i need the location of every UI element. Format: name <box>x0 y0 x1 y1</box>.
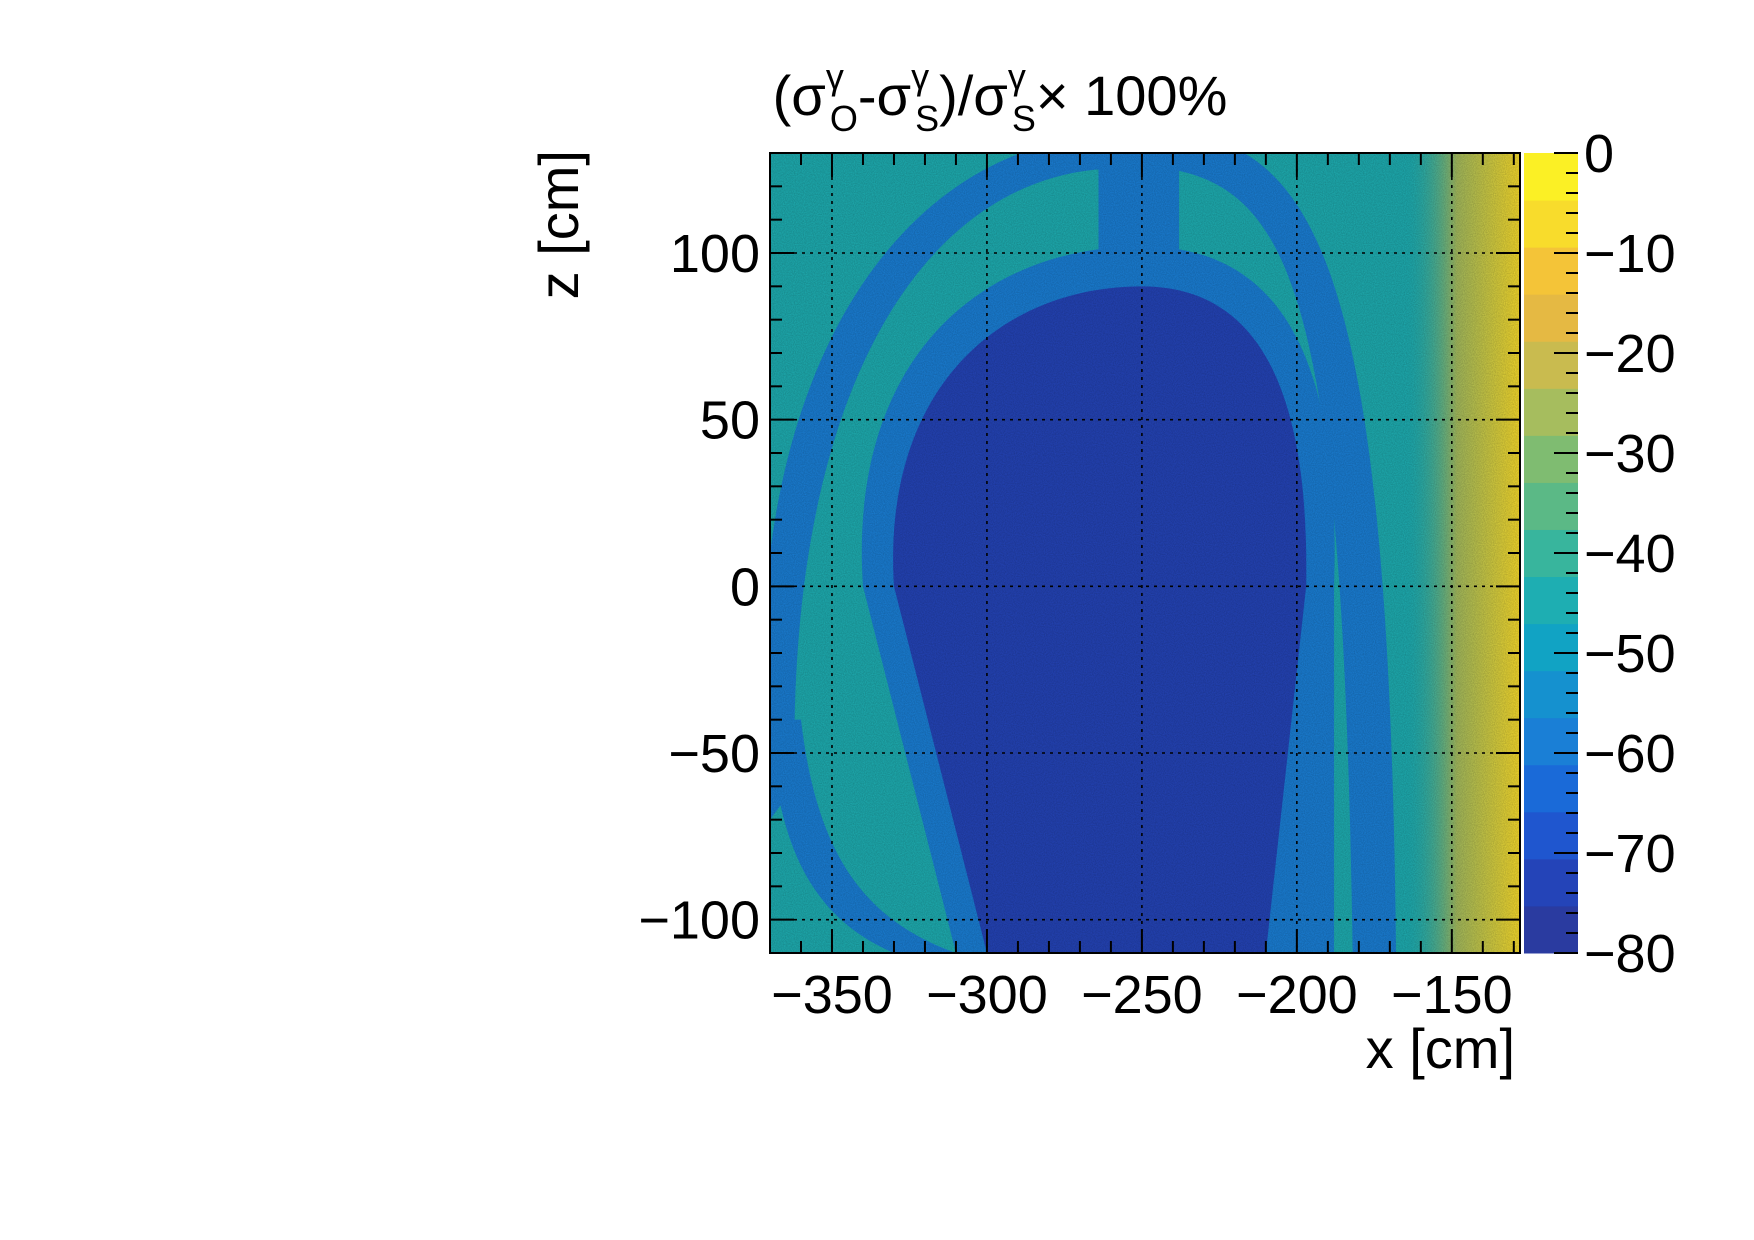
color-bar-axis: 0 −10 −20 −30 −40 −50 −60 −70 −80 <box>1554 124 1676 984</box>
y-tick-label: 50 <box>700 391 760 451</box>
x-tick-label: −250 <box>1081 965 1203 1025</box>
z-tick-label: −30 <box>1584 424 1676 484</box>
title-sup1: γ <box>826 56 844 97</box>
colorbar-swatch <box>1524 717 1578 766</box>
colorbar-swatch <box>1524 623 1578 672</box>
z-tick-label: −80 <box>1584 924 1676 984</box>
title-slash: )/σ <box>939 64 1008 127</box>
x-tick-label: −150 <box>1391 965 1513 1025</box>
z-tick-label: −10 <box>1584 224 1676 284</box>
x-tick-label: −350 <box>771 965 893 1025</box>
y-axis-label: z [cm] <box>527 150 590 299</box>
heatmap-area <box>770 153 1520 953</box>
title-sub1: O <box>830 98 858 139</box>
y-tick-label: 100 <box>670 224 760 284</box>
title-tail: × 100% <box>1036 64 1228 127</box>
axes: −350 −300 −250 −200 −150 −100 −50 0 50 100 <box>638 152 1520 1025</box>
colorbar-swatch <box>1524 670 1578 719</box>
colorbar-swatch <box>1524 482 1578 530</box>
title-sub3: S <box>1012 98 1036 139</box>
title-sub2: S <box>915 98 939 139</box>
colorbar-swatch <box>1524 858 1578 907</box>
z-tick-label: −20 <box>1584 324 1676 384</box>
title-sup2: γ <box>911 56 929 97</box>
colorbar-swatch <box>1524 200 1578 248</box>
noise-texture <box>770 153 1520 953</box>
z-tick-label: 0 <box>1584 124 1614 184</box>
x-tick-label: −300 <box>926 965 1048 1025</box>
colorbar-swatch <box>1524 247 1578 295</box>
title-sup3: γ <box>1008 56 1026 97</box>
y-tick-label: 0 <box>730 557 760 617</box>
colorbar-swatch <box>1524 341 1578 389</box>
color-bar <box>1524 153 1578 954</box>
grid-lines <box>770 153 1520 953</box>
colorbar-swatch <box>1524 811 1578 860</box>
x-tick-label: −200 <box>1236 965 1358 1025</box>
chart-title: (σγ O-σγ S)/σγ S× 100% <box>773 56 1228 139</box>
colorbar-swatch <box>1524 576 1578 625</box>
x-axis-label: x [cm] <box>1366 1017 1515 1080</box>
title-open: (σ <box>773 64 826 127</box>
z-tick-label: −40 <box>1584 524 1676 584</box>
colorbar-swatch <box>1524 435 1578 483</box>
y-tick-label: −50 <box>668 724 760 784</box>
y-tick-label: −100 <box>638 891 760 951</box>
z-tick-label: −70 <box>1584 824 1676 884</box>
title-mid: -σ <box>858 64 911 127</box>
colorbar-swatch <box>1524 294 1578 342</box>
z-tick-label: −50 <box>1584 624 1676 684</box>
z-tick-label: −60 <box>1584 724 1676 784</box>
colorbar-swatch <box>1524 764 1578 813</box>
